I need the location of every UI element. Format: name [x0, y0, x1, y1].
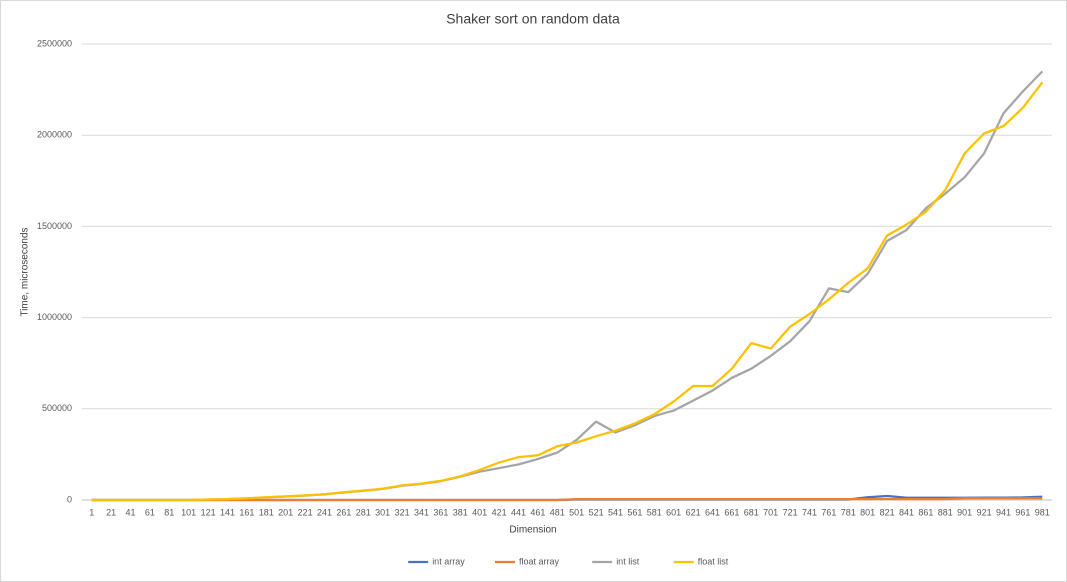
series-line: [91, 81, 1044, 502]
legend-label: int array: [432, 556, 465, 566]
legend-label: float array: [519, 556, 560, 566]
y-tick-label: 0: [67, 494, 72, 504]
x-tick-label: 421: [492, 507, 507, 517]
x-tick-label: 81: [164, 507, 174, 517]
x-tick-label: 721: [783, 507, 798, 517]
x-tick-label: 781: [841, 507, 856, 517]
x-tick-label: 321: [395, 507, 410, 517]
x-tick-label: 161: [239, 507, 254, 517]
x-tick-label: 241: [317, 507, 332, 517]
x-tick-label: 901: [957, 507, 972, 517]
x-tick-label: 521: [589, 507, 604, 517]
x-tick-label: 441: [511, 507, 526, 517]
y-tick-label: 500000: [42, 403, 72, 413]
x-tick-label: 41: [125, 507, 135, 517]
x-tick-label: 821: [880, 507, 895, 517]
x-tick-label: 101: [181, 507, 196, 517]
x-tick-label: 841: [899, 507, 914, 517]
x-tick-label: 281: [356, 507, 371, 517]
x-tick-label: 481: [550, 507, 565, 517]
x-tick-label: 701: [763, 507, 778, 517]
x-tick-label: 761: [821, 507, 836, 517]
x-tick-label: 461: [530, 507, 545, 517]
y-tick-label: 1000000: [37, 312, 72, 322]
y-axis-title: Time, microseconds: [20, 227, 31, 316]
x-tick-label: 681: [744, 507, 759, 517]
x-tick-label: 621: [686, 507, 701, 517]
x-tick-label: 561: [627, 507, 642, 517]
x-tick-label: 961: [1015, 507, 1030, 517]
x-tick-label: 541: [608, 507, 623, 517]
x-tick-label: 141: [220, 507, 235, 517]
legend-label: int list: [616, 556, 640, 566]
x-tick-label: 301: [375, 507, 390, 517]
x-tick-label: 261: [336, 507, 351, 517]
x-tick-label: 381: [453, 507, 468, 517]
x-tick-label: 221: [298, 507, 313, 517]
x-tick-label: 581: [647, 507, 662, 517]
x-tick-label: 881: [938, 507, 953, 517]
x-tick-label: 341: [414, 507, 429, 517]
chart-title: Shaker sort on random data: [446, 11, 620, 27]
y-tick-label: 1500000: [37, 221, 72, 231]
x-tick-label: 181: [259, 507, 274, 517]
x-tick-label: 741: [802, 507, 817, 517]
x-axis-title: Dimension: [509, 525, 556, 536]
x-tick-label: 121: [201, 507, 216, 517]
x-tick-label: 921: [977, 507, 992, 517]
x-tick-label: 1: [89, 507, 94, 517]
x-tick-label: 361: [433, 507, 448, 517]
x-tick-label: 501: [569, 507, 584, 517]
x-tick-label: 641: [705, 507, 720, 517]
x-tick-label: 61: [145, 507, 155, 517]
x-tick-label: 661: [724, 507, 739, 517]
x-tick-label: 201: [278, 507, 293, 517]
x-tick-label: 981: [1035, 507, 1050, 517]
x-tick-label: 601: [666, 507, 681, 517]
x-tick-label: 801: [860, 507, 875, 517]
y-tick-label: 2500000: [37, 38, 72, 48]
x-tick-label: 941: [996, 507, 1011, 517]
series-line: [91, 497, 1043, 502]
x-tick-label: 861: [918, 507, 933, 517]
legend-label: float list: [698, 556, 729, 566]
x-tick-label: 401: [472, 507, 487, 517]
x-tick-label: 21: [106, 507, 116, 517]
y-tick-label: 2000000: [37, 130, 72, 140]
